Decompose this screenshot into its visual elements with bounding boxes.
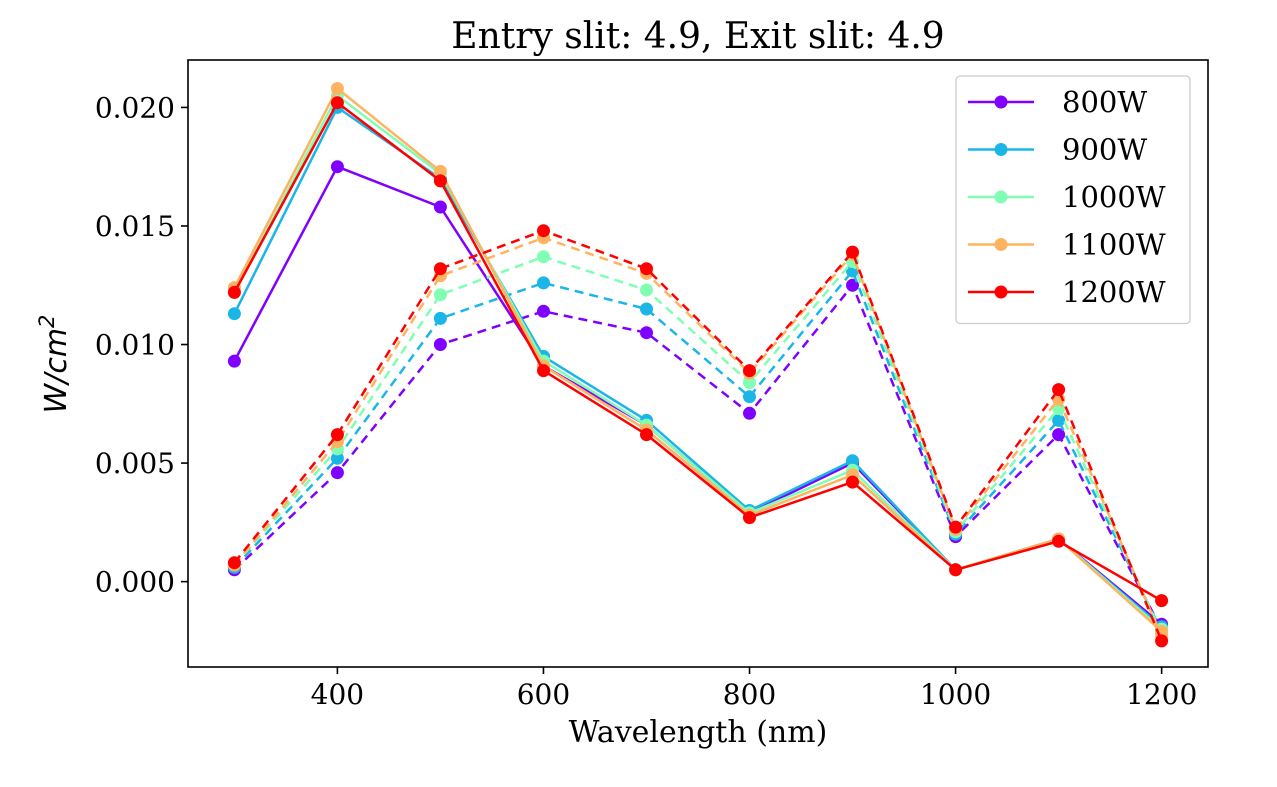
data-point-1200w-solid [433,174,447,188]
y-axis-label-superscript: 2 [35,315,59,328]
data-point-1200w-solid [1155,594,1169,608]
data-point-900w-dashed [640,302,653,316]
legend-label-1000w: 1000W [1062,180,1166,214]
data-point-800w-dashed [537,304,550,318]
legend-marker-900w [994,143,1008,156]
y-tick-label: 0.010 [95,329,175,362]
data-point-1200w-dashed [537,224,550,238]
y-tick-label: 0.015 [95,210,175,243]
data-point-1200w-solid [1052,534,1066,548]
data-point-900w-dashed [743,390,756,404]
data-point-1000w-dashed [640,283,653,297]
legend-label-900w: 900W [1062,133,1147,167]
data-point-1100w-solid [433,164,447,178]
data-point-1200w-dashed [1155,634,1169,648]
y-axis-label: W/cm2 [35,315,74,414]
x-tick-label: 600 [517,678,570,711]
series-line-1100w-dashed [233,236,1163,637]
legend-item-1200w: 1200W [968,275,1166,309]
data-point-800w-dashed [433,338,447,351]
y-tick-label: 0.020 [95,91,175,124]
legend-marker-1000w [994,190,1008,204]
data-point-1200w-dashed [330,428,344,442]
series-line-1000w-dashed [233,255,1163,635]
data-point-1200w-solid [640,428,653,442]
data-point-800w-dashed [330,466,344,480]
data-point-800w-solid [227,354,241,368]
legend-marker-800w [994,95,1008,109]
data-point-1200w-dashed [433,262,447,276]
series-line-1200w-dashed [233,229,1163,642]
legend-item-1000w: 1000W [968,180,1166,214]
series-line-900w-dashed [233,269,1163,632]
svg-text:W/cm2: W/cm2 [35,315,74,414]
y-axis-label-text: W/cm [39,328,74,414]
data-point-900w-dashed [1052,413,1066,427]
data-point-1200w-dashed [640,262,653,276]
data-point-1000w-dashed [743,376,756,389]
data-point-1200w-solid [743,511,756,525]
data-point-1000w-dashed [433,288,447,302]
legend-marker-1200w [994,285,1008,299]
legend-label-800w: 800W [1062,85,1147,119]
data-point-800w-solid [433,200,447,214]
data-point-800w-solid [330,160,344,174]
legend-item-900w: 900W [968,133,1147,167]
data-point-1100w-solid [330,82,344,95]
legend-box [955,75,1191,325]
y-tick-label: 0.005 [95,447,175,480]
data-point-900w-dashed [433,311,447,325]
legend-marker-1100w [994,238,1008,251]
series-line-1200w-solid [233,101,1163,602]
legend-item-1100w: 1100W [968,228,1166,262]
plot-area: 400 600 800 1000 1200 0.000 0.005 0.010 0.015 0.0… [95,59,1209,711]
data-point-1200w-dashed [846,245,859,259]
data-point-900w-solid [846,454,859,468]
data-point-900w-dashed [537,276,550,290]
legend: 800W 900W 1000W 1100W 1200W [955,75,1191,325]
legend-label-1100w: 1100W [1062,228,1166,262]
data-point-1200w-dashed [743,364,756,378]
legend-label-1200w: 1200W [1062,275,1166,309]
data-point-800w-dashed [1052,428,1066,442]
data-point-1200w-dashed [227,556,241,570]
data-point-1200w-dashed [1052,383,1066,397]
data-point-1200w-solid [846,475,859,489]
series-group [227,82,1169,648]
x-tick-label: 1200 [1126,678,1197,711]
data-point-1000w-dashed [537,250,550,264]
data-point-1200w-dashed [949,520,963,534]
data-point-800w-dashed [640,326,653,340]
chart-title: Entry slit: 4.9, Exit slit: 4.9 [451,16,944,57]
data-point-1200w-solid [330,96,344,110]
x-tick-label: 400 [311,678,364,711]
x-tick-label: 1000 [920,678,991,711]
series-line-800w-dashed [233,284,1163,630]
data-point-1200w-solid [537,364,550,378]
data-point-800w-dashed [743,406,756,420]
y-tick-label: 0.000 [95,566,175,599]
data-point-1200w-solid [949,563,963,577]
x-tick-label: 800 [723,678,776,711]
x-axis-label: Wavelength (nm) [569,715,828,750]
plot-frame [187,59,1209,668]
data-point-900w-solid [227,307,241,321]
data-point-900w-dashed [330,451,344,465]
legend-item-800w: 800W [968,85,1147,119]
data-point-1200w-solid [227,285,241,299]
